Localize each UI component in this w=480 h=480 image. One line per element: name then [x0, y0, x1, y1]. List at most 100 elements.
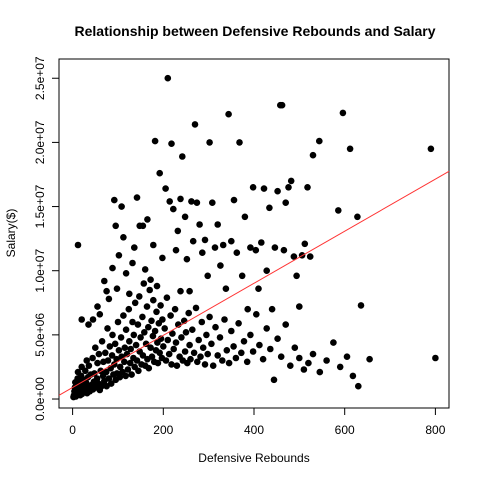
data-point [274, 335, 281, 343]
data-point [316, 137, 323, 145]
data-point [232, 354, 240, 362]
data-point [140, 280, 148, 287]
data-point [222, 285, 230, 293]
x-axis: 0 200 400 600 800 [69, 407, 446, 437]
data-point [203, 331, 210, 339]
data-point [181, 348, 189, 355]
data-point [247, 244, 254, 251]
data-point [186, 341, 193, 349]
data-point [153, 282, 161, 290]
data-point [98, 382, 105, 390]
data-point [339, 109, 347, 117]
data-point [214, 221, 221, 228]
data-point [247, 331, 254, 339]
data-point [148, 317, 155, 325]
data-point [141, 266, 149, 273]
data-point [216, 334, 224, 341]
data-point [149, 332, 157, 340]
data-point [122, 372, 129, 380]
data-point [209, 362, 217, 370]
data-point [177, 287, 184, 295]
data-point [293, 272, 300, 280]
data-point [141, 329, 148, 336]
data-point [301, 240, 309, 248]
data-point [151, 327, 159, 335]
data-point [178, 334, 185, 341]
data-point [238, 272, 246, 280]
data-point [169, 330, 176, 337]
data-point [113, 285, 121, 293]
data-point [129, 259, 136, 267]
data-point [139, 352, 147, 359]
data-point [266, 204, 273, 212]
data-point [263, 325, 271, 332]
data-point [74, 241, 82, 249]
y-tick-label: 2.5e+07 [33, 56, 47, 100]
data-point [133, 357, 141, 364]
data-point [249, 348, 257, 355]
data-point [274, 187, 281, 195]
data-point [162, 357, 170, 364]
data-point [172, 246, 180, 254]
data-point [131, 244, 138, 251]
y-tick-label: 5.0e+06 [33, 313, 47, 357]
data-point [126, 338, 133, 345]
data-point [206, 139, 213, 146]
data-point [116, 363, 124, 371]
data-point [191, 121, 199, 128]
data-point [159, 254, 166, 262]
data-point [282, 321, 290, 328]
data-point [192, 304, 200, 312]
data-point [278, 101, 286, 109]
data-point [189, 326, 196, 334]
data-point [181, 213, 189, 221]
data-point [111, 196, 118, 204]
data-point [349, 372, 357, 380]
data-point [127, 345, 134, 353]
data-point [125, 305, 133, 313]
data-point [357, 302, 365, 309]
x-axis-label: Defensive Rebounds [198, 451, 309, 465]
data-point [115, 347, 123, 354]
data-point [145, 364, 153, 372]
data-point [124, 366, 132, 373]
data-point [121, 358, 128, 366]
data-point [112, 222, 119, 230]
data-point [102, 368, 110, 376]
x-tick-label: 400 [244, 423, 264, 437]
data-point [189, 237, 197, 245]
data-point [143, 303, 151, 310]
data-point [93, 375, 101, 382]
data-point [91, 370, 98, 377]
data-point [287, 177, 295, 185]
data-point [166, 198, 173, 205]
data-point [106, 343, 114, 350]
data-point [116, 373, 124, 381]
data-point [221, 316, 228, 323]
data-point [241, 213, 249, 221]
data-point [167, 312, 174, 319]
x-tick-label: 200 [153, 423, 173, 437]
data-point [343, 353, 351, 361]
data-point [193, 199, 201, 206]
data-point [300, 366, 308, 373]
data-point [188, 198, 195, 205]
data-point [160, 343, 167, 350]
data-point [114, 318, 122, 326]
data-point [102, 349, 109, 357]
data-point [198, 318, 206, 326]
data-point [85, 362, 93, 370]
data-point [323, 357, 330, 364]
data-point [95, 350, 103, 358]
data-point [104, 325, 111, 332]
data-point [201, 236, 209, 244]
data-point [101, 277, 108, 285]
data-point [194, 358, 201, 366]
data-point [212, 323, 219, 331]
data-point [168, 361, 175, 368]
data-point [94, 359, 101, 367]
data-point [117, 334, 125, 341]
data-point [126, 359, 134, 367]
data-point [228, 327, 235, 335]
data-point [187, 355, 194, 363]
